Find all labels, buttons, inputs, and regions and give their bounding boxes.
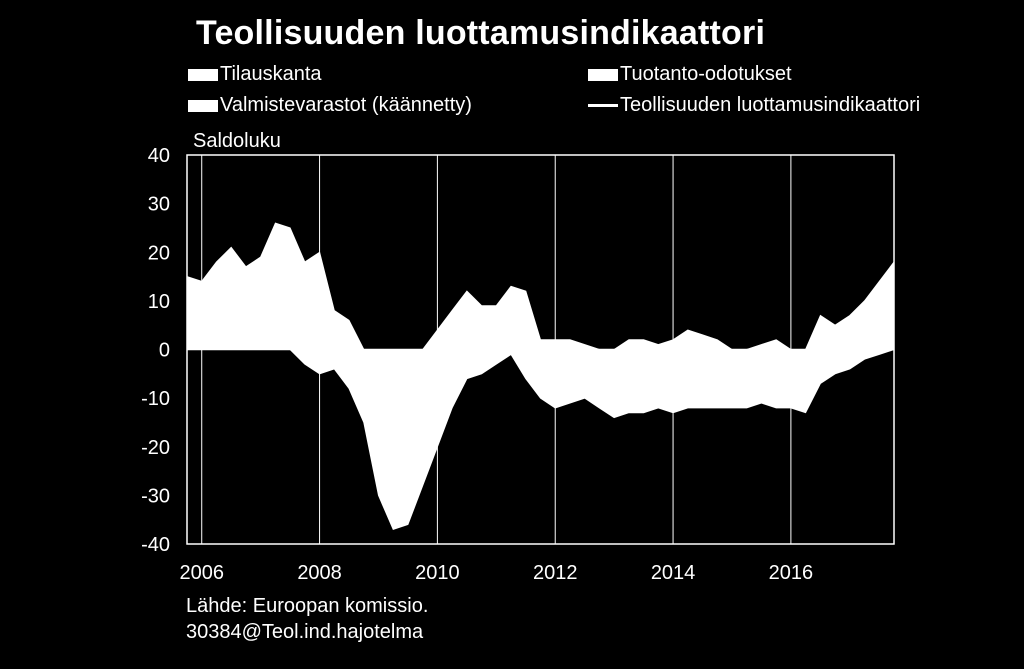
legend-swatch-icon [188,99,218,112]
x-tick-label: 2012 [533,562,578,584]
y-axis-label: Saldoluku [193,130,281,152]
x-tick-label: 2008 [297,562,342,584]
y-tick-label: 20 [148,242,170,264]
y-tick-label: 30 [148,194,170,216]
y-tick-label: -30 [141,485,170,507]
x-tick-label: 2014 [651,562,696,584]
legend-item-tuotanto-odotukset: Tuotanto-odotukset [588,63,792,86]
x-tick-label: 2010 [415,562,460,584]
y-tick-label: -20 [141,437,170,459]
x-tick-label: 2006 [179,562,224,584]
y-tick-label: -10 [141,388,170,410]
legend-line-icon [588,104,618,107]
legend-item-luottamusindikaattori: Teollisuuden luottamusindikaattori [588,94,920,117]
area-band [186,222,895,531]
source-line-1: Lähde: Euroopan komissio. [186,595,429,617]
legend-label: Valmistevarastot (käännetty) [220,94,472,116]
y-tick-label: -40 [141,534,170,556]
y-tick-label: 40 [148,145,170,167]
legend-label: Teollisuuden luottamusindikaattori [620,94,921,116]
legend-item-valmistevarastot: Valmistevarastot (käännetty) [188,94,472,117]
legend-item-tilauskanta: Tilauskanta [188,63,322,86]
legend-swatch-icon [188,68,218,81]
y-tick-label: 0 [159,340,170,362]
y-tick-label: 10 [148,291,170,313]
legend-swatch-icon [588,68,618,81]
legend-label: Tilauskanta [220,63,322,85]
chart-title: Teollisuuden luottamusindikaattori [196,14,766,52]
x-tick-label: 2016 [769,562,814,584]
source-line-2: 30384@Teol.ind.hajotelma [186,621,424,643]
legend-label: Tuotanto-odotukset [620,63,792,85]
